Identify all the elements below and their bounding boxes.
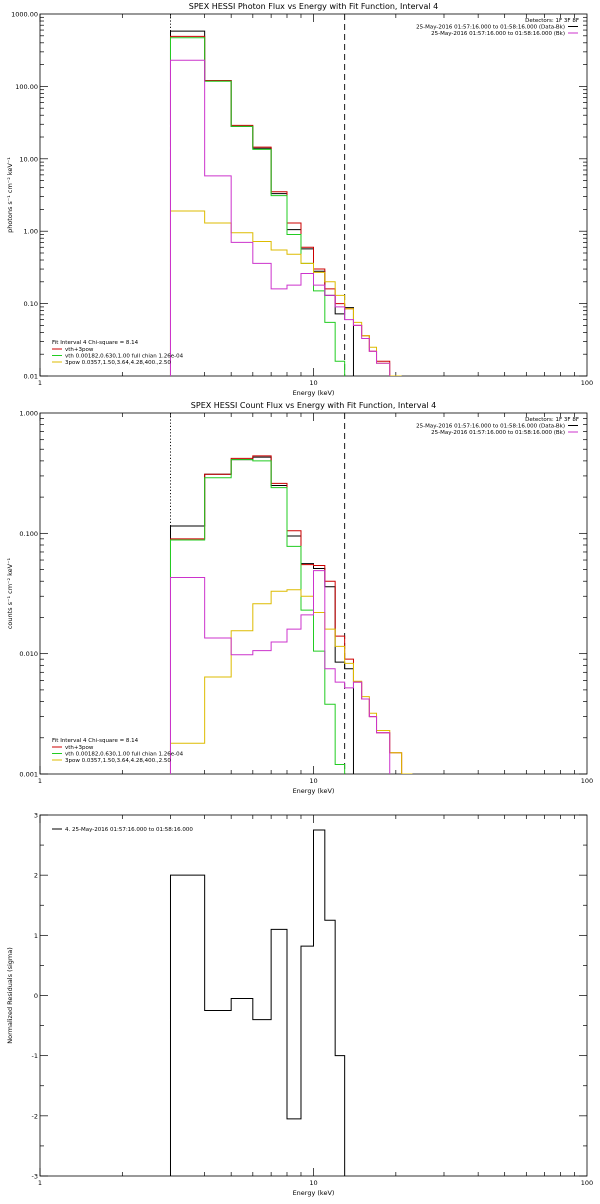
fit-chi-square-label: Fit Interval 4 Chi-square = 8.14 [52, 738, 139, 744]
x-tick-label: 1 [38, 379, 42, 387]
series-residuals [169, 829, 346, 1176]
series-3pow [169, 210, 402, 376]
y-tick-label: 0.100 [19, 530, 38, 538]
y-axis-label: photons s⁻¹ cm⁻² keV⁻¹ [6, 157, 14, 233]
chart-title: SPEX HESSI Photon Flux vs Energy with Fi… [189, 2, 439, 11]
x-axis-label: Energy (keV) [293, 787, 335, 795]
x-axis-label: Energy (keV) [293, 389, 335, 397]
legend-top-entry: 25-May-2016 01:57:16.000 to 01:58:16.000… [431, 31, 565, 37]
x-tick-label: 1 [38, 1179, 42, 1187]
x-tick-label: 100 [581, 777, 593, 785]
legend-top-entry: 25-May-2016 01:57:16.000 to 01:58:16.000… [416, 25, 565, 31]
x-tick-label: 100 [581, 379, 593, 387]
y-tick-label: 1 [34, 932, 38, 940]
chart-panel-1: SPEX HESSI Photon Flux vs Energy with Fi… [6, 2, 593, 397]
y-tick-label: 0.010 [19, 650, 38, 658]
y-tick-label: 1000.00 [11, 11, 38, 19]
legend-bottom-entry: vth+3pow [65, 745, 94, 751]
y-tick-label: -2 [32, 1112, 38, 1120]
y-tick-label: 10.00 [19, 155, 38, 163]
y-tick-label: 0.001 [19, 771, 38, 779]
x-tick-label: 10 [309, 379, 317, 387]
series-data-bk [169, 30, 354, 376]
series-vth [169, 37, 346, 376]
y-tick-label: 3 [34, 812, 38, 820]
x-tick-label: 10 [309, 777, 317, 785]
series-3pow [169, 589, 413, 774]
detectors-label: Detectors: 1F 3F 8F [525, 18, 579, 24]
chart-panel-3: 1 10 100 Energy (keV) -3 -2 -1 0 1 2 3 Normalized R… [6, 812, 593, 1198]
x-tick-label: 10 [309, 1179, 317, 1187]
chart-panel-2: SPEX HESSI Count Flux vs Energy with Fit… [6, 401, 593, 795]
plot-frame [39, 13, 588, 377]
detectors-label: Detectors: 1F 3F 8F [525, 417, 579, 423]
y-tick-label: 0.10 [24, 300, 38, 308]
chart-title: SPEX HESSI Count Flux vs Energy with Fit… [191, 401, 436, 410]
x-tick-label: 100 [581, 1179, 593, 1187]
legend-bottom-entry: 3pow 0.0357,1.50,3.64,4.28,400.,2.50 [65, 758, 171, 764]
series-bk [169, 570, 391, 774]
y-tick-label: -3 [32, 1173, 38, 1181]
legend-interval-entry: 4. 25-May-2016 01:57:16.000 to 01:58:16.… [65, 827, 193, 833]
series-group [169, 30, 402, 376]
legend-bottom-entry: vth 0.00182,0.630,1.00 full chian 1.26e-… [65, 354, 184, 360]
y-tick-label: 2 [34, 872, 38, 880]
legend-bottom-entry: vth 0.00182,0.630,1.00 full chian 1.26e-… [65, 752, 184, 758]
y-tick-label: 100.00 [15, 83, 38, 91]
fit-chi-square-label: Fit Interval 4 Chi-square = 8.14 [52, 340, 139, 346]
y-axis-label: counts s⁻¹ cm⁻² keV⁻¹ [6, 557, 14, 629]
series-vth [169, 459, 346, 774]
series-bk [169, 59, 391, 376]
y-tick-label: 0 [34, 992, 38, 1000]
legend-top-entry: 25-May-2016 01:57:16.000 to 01:58:16.000… [431, 430, 565, 436]
series-group [169, 829, 346, 1176]
y-tick-label: 1.00 [24, 228, 38, 236]
y-axis-label: Normalized Residuals (sigma) [6, 947, 14, 1044]
legend-bottom-entry: 3pow 0.0357,1.50,3.64,4.28,400.,2.50 [65, 360, 171, 366]
y-tick-label: 0.01 [24, 373, 38, 381]
y-tick-label: 1.000 [19, 410, 38, 418]
series-data-bk [169, 456, 354, 774]
legend-bottom-entry: vth+3pow [65, 347, 94, 353]
x-axis-label: Energy (keV) [293, 1189, 335, 1197]
legend-top-entry: 25-May-2016 01:57:16.000 to 01:58:16.000… [416, 424, 565, 430]
x-tick-label: 1 [38, 777, 42, 785]
y-tick-label: -1 [32, 1052, 38, 1060]
series-group [169, 455, 413, 774]
